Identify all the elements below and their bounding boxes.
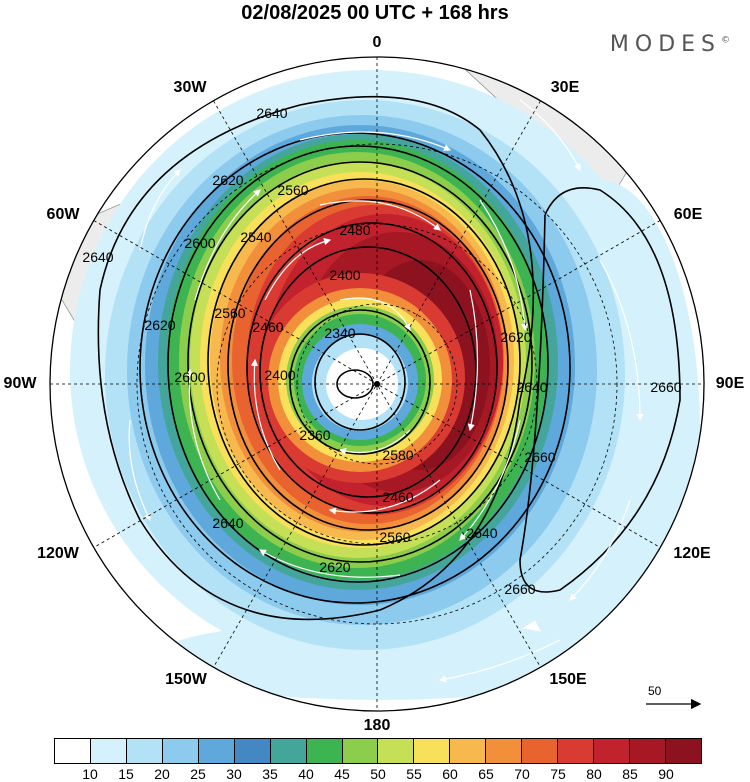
contour-label: 2620 [319, 559, 350, 575]
wind-reference-label: 50 [648, 684, 662, 698]
colorbar-tick-label: 45 [334, 766, 350, 782]
brand-name: MODES [609, 32, 721, 57]
colorbar-segment [270, 739, 307, 763]
contour-label: 2600 [184, 235, 215, 251]
contour-label: 2620 [144, 317, 175, 333]
colorbar-ticks: 10 15 20 25 30 35 40 45 50 55 60 65 70 75 80 85 90 [54, 766, 702, 782]
lon-label-120w: 120W [37, 545, 79, 562]
lon-label-30e: 30E [550, 79, 580, 96]
contour-label: 2640 [516, 379, 547, 395]
contour-label: 2460 [382, 489, 413, 505]
contour-label: 2460 [252, 319, 283, 335]
lon-label-90w: 90W [3, 375, 37, 392]
lon-label-120e: 120E [673, 545, 711, 562]
map-border [49, 56, 705, 712]
colorbar-tick-label: 10 [82, 766, 98, 782]
colorbar-segment [234, 739, 271, 763]
map-title: 02/08/2025 00 UTC + 168 hrs [241, 2, 509, 24]
contour-label: 2560 [379, 529, 410, 545]
contour-label: 2660 [650, 379, 681, 395]
contour-label: 2560 [214, 305, 245, 321]
colorbar-tick-label: 50 [370, 766, 386, 782]
colorbar-segment [486, 739, 523, 763]
lon-label-60w: 60W [46, 206, 80, 223]
colorbar-tick-label: 90 [658, 766, 674, 782]
contour-label: 2640 [466, 525, 497, 541]
colorbar-segment [306, 739, 343, 763]
colorbar-segment [630, 739, 666, 763]
colorbar-segment [594, 739, 630, 763]
colorbar-tick-label: 15 [118, 766, 134, 782]
contour-label: 2480 [339, 222, 370, 238]
lon-label-60e: 60E [673, 206, 703, 223]
lon-label-0: 0 [372, 34, 382, 51]
colorbar-segment [198, 739, 235, 763]
contour-label: 2640 [256, 105, 287, 121]
contour-label: 2640 [82, 249, 113, 265]
contour-label: 2360 [299, 427, 330, 443]
contour-label: 2340 [324, 325, 355, 341]
colorbar-segment [55, 739, 91, 763]
colorbar [54, 738, 702, 764]
colorbar-tick-label: 80 [586, 766, 602, 782]
colorbar-segment [90, 739, 127, 763]
height-contours [97, 95, 681, 621]
lon-label-150w: 150W [165, 671, 207, 688]
contour-label: 2400 [264, 367, 295, 383]
contour-label: 2620 [212, 172, 243, 188]
colorbar-tick-label: 65 [478, 766, 494, 782]
contour-label: 2660 [504, 581, 535, 597]
colorbar-tick-label: 75 [550, 766, 566, 782]
colorbar-segment [450, 739, 487, 763]
contour-label: 2580 [382, 447, 413, 463]
colorbar-tick-label: 25 [190, 766, 206, 782]
colorbar-tick-label: 60 [442, 766, 458, 782]
colorbar-segment [162, 739, 199, 763]
colorbar-tick-label: 85 [622, 766, 638, 782]
contour-label: 2640 [212, 515, 243, 531]
colorbar-tick-label: 70 [514, 766, 530, 782]
colorbar-segment [414, 739, 451, 763]
contour-label: 2660 [524, 449, 555, 465]
lon-label-180: 180 [363, 717, 391, 734]
colorbar-tick-label: 30 [226, 766, 242, 782]
colorbar-tick-label: 40 [298, 766, 314, 782]
colorbar-segment [522, 739, 559, 763]
colorbar-segment [126, 739, 163, 763]
contour-label: 2600 [174, 369, 205, 385]
contour-label: 2620 [500, 329, 531, 345]
contour-labels: 2640 2620 2560 2480 2540 2600 2400 2640 … [82, 105, 681, 597]
colorbar-tick-label: 35 [262, 766, 278, 782]
colorbar-tick-label: 55 [406, 766, 422, 782]
lon-label-30w: 30W [173, 79, 207, 96]
brand-logo: MODES© [610, 32, 730, 57]
contour-label: 2560 [277, 182, 308, 198]
pole-marker [374, 381, 380, 387]
colorbar-tick-label: 20 [154, 766, 170, 782]
copyright-mark: © [721, 35, 730, 46]
lon-label-90e: 90E [715, 375, 745, 392]
wind-speed-shading [50, 57, 704, 711]
colorbar-segment [342, 739, 379, 763]
contour-label: 2540 [240, 229, 271, 245]
colorbar-segment [378, 739, 415, 763]
contour-label: 2400 [329, 267, 360, 283]
colorbar-segment [558, 739, 595, 763]
lon-label-150e: 150E [549, 671, 587, 688]
colorbar-segment [665, 739, 701, 763]
wind-streamlines [128, 99, 644, 683]
